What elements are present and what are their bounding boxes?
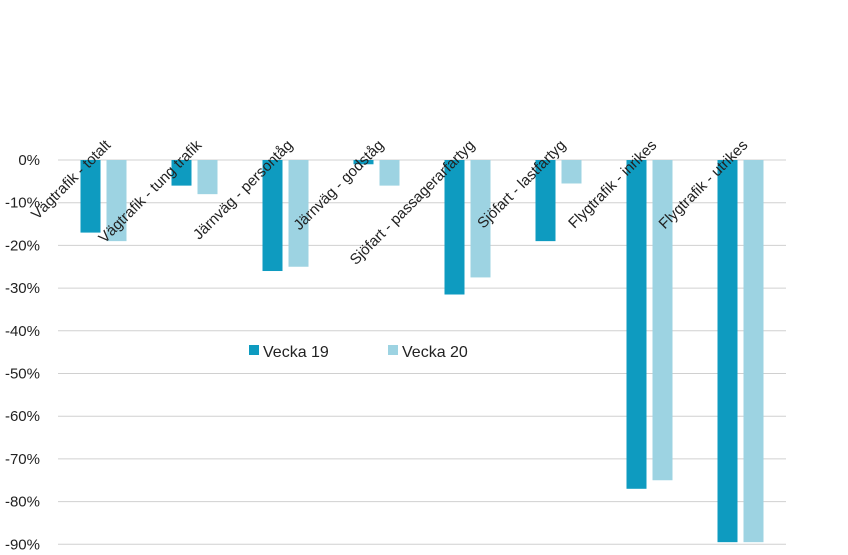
legend-label-vecka-19: Vecka 19	[263, 344, 329, 361]
category-label: Vägtrafik - totalt	[28, 136, 115, 223]
bar-vecka-19	[171, 160, 192, 186]
y-tick-label: -60%	[5, 408, 40, 425]
gridlines	[58, 159, 786, 545]
bar-vecka-19	[262, 160, 283, 272]
y-tick-label: -30%	[5, 280, 40, 297]
bar-vecka-20	[743, 160, 764, 543]
bar-vecka-20	[197, 160, 218, 195]
bars	[80, 160, 764, 543]
bar-vecka-20	[470, 160, 491, 278]
legend-swatch-vecka-20	[388, 345, 398, 355]
y-tick-label: -50%	[5, 366, 40, 383]
y-tick-label: -80%	[5, 494, 40, 511]
legend-swatch-vecka-19	[249, 345, 259, 355]
y-axis-tick-labels: 0% -10% -20% -30% -40% -50% -60% -70% -80% -90%	[5, 152, 40, 553]
bar-vecka-19	[626, 160, 647, 489]
y-tick-label: -10%	[5, 195, 40, 212]
bar-vecka-20	[379, 160, 400, 186]
legend: Vecka 19 Vecka 20	[249, 344, 468, 361]
y-tick-label: 0%	[18, 152, 40, 169]
bar-vecka-20	[106, 160, 127, 242]
bar-vecka-20	[561, 160, 582, 184]
bar-vecka-19	[717, 160, 738, 543]
bar-vecka-19	[444, 160, 465, 295]
bar-vecka-19	[353, 160, 374, 165]
bar-vecka-19	[535, 160, 556, 242]
bar-vecka-20	[652, 160, 673, 481]
y-tick-label: -20%	[5, 237, 40, 254]
legend-label-vecka-20: Vecka 20	[402, 344, 468, 361]
y-tick-label: -90%	[5, 536, 40, 553]
bar-vecka-20	[288, 160, 309, 267]
y-tick-label: -40%	[5, 323, 40, 340]
bar-vecka-19	[80, 160, 101, 233]
y-tick-label: -70%	[5, 451, 40, 468]
